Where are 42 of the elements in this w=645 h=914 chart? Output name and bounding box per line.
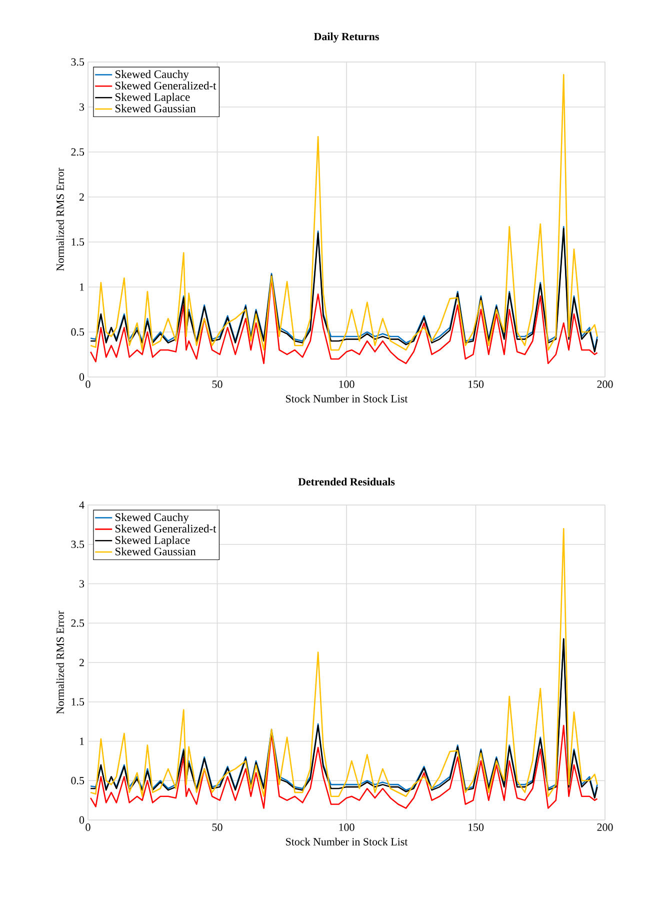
x-tick-label: 100 xyxy=(339,824,354,831)
legend-label: Skewed Generalized-t xyxy=(116,81,216,90)
y-tick-label: 3 xyxy=(80,580,84,588)
y-tick-label: 2 xyxy=(79,193,84,201)
x-tick-label: 150 xyxy=(468,380,484,388)
y-tick-label: 3.5 xyxy=(71,540,84,548)
x-tick-label: 100 xyxy=(339,380,354,388)
y-tick-label: 4 xyxy=(79,501,84,509)
x-tick-label: 50 xyxy=(212,824,222,831)
legend-label: Skewed Cauchy xyxy=(116,513,189,524)
y-tick-label: 1.5 xyxy=(72,238,84,246)
x-tick-label: 0 xyxy=(86,380,90,388)
x-axis-title: Stock Number in Stock List xyxy=(286,838,408,846)
legend-label: Skewed Laplace xyxy=(116,92,190,104)
y-tick-label: 1 xyxy=(80,283,84,291)
y-tick-label: 1 xyxy=(80,738,84,745)
y-tick-label: 2.5 xyxy=(71,619,84,627)
y-tick-label: 3 xyxy=(80,103,84,111)
chart-title: Detrended Residuals xyxy=(298,478,395,486)
y-tick-label: 3.5 xyxy=(71,58,84,66)
legend-label: Skewed Generalized-t xyxy=(116,524,216,533)
y-tick-label: 2 xyxy=(79,658,84,666)
legend-label: Skewed Laplace xyxy=(116,536,190,546)
x-tick-label: 0 xyxy=(86,824,90,831)
y-tick-label: 0.5 xyxy=(71,328,84,336)
x-tick-label: 150 xyxy=(468,824,484,831)
line-series xyxy=(90,724,598,809)
y-tick-label: 0.5 xyxy=(71,776,84,784)
legend-label: Skewed Gaussian xyxy=(116,547,196,556)
y-tick-label: 0 xyxy=(79,816,84,824)
x-tick-label: 200 xyxy=(597,380,613,388)
y-tick-label: 2.5 xyxy=(71,148,84,156)
y-tick-label: 0 xyxy=(79,373,84,381)
y-tick-label: 1.5 xyxy=(72,698,84,706)
y-axis-title: Normalized RMS Error xyxy=(56,610,64,714)
chart-title: Daily Returns xyxy=(314,32,379,42)
legend-label: Skewed Cauchy xyxy=(116,70,189,80)
x-tick-label: 200 xyxy=(597,824,613,831)
y-axis-title: Normalized RMS Error xyxy=(56,168,64,271)
x-axis-title: Stock Number in Stock List xyxy=(286,394,408,402)
legend-label: Skewed Gaussian xyxy=(116,104,196,112)
x-tick-label: 50 xyxy=(212,380,222,388)
